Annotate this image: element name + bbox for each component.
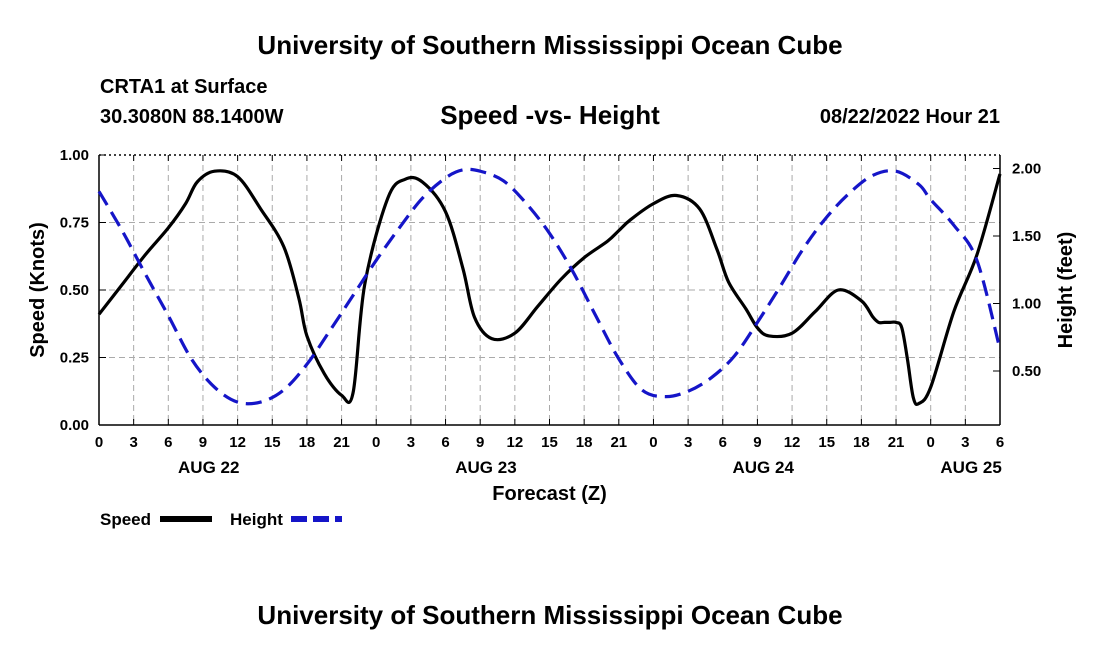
x-tick-label: 3	[407, 434, 415, 451]
x-date-label: AUG 24	[732, 458, 794, 477]
y-left-tick-label: 0.75	[60, 215, 89, 232]
x-tick-label: 0	[927, 434, 935, 451]
x-tick-label: 9	[753, 434, 761, 451]
footer-title: University of Southern Mississippi Ocean…	[257, 600, 843, 630]
x-tick-label: 12	[784, 434, 801, 451]
x-tick-label: 15	[541, 434, 558, 451]
x-tick-label: 15	[818, 434, 835, 451]
x-tick-label: 3	[961, 434, 969, 451]
x-tick-label: 0	[372, 434, 380, 451]
y-left-axis-title: Speed (Knots)	[27, 222, 49, 358]
y-left-tick-label: 0.50	[60, 282, 89, 299]
chart-subtitle: Speed -vs- Height	[440, 100, 660, 130]
x-tick-label: 9	[199, 434, 207, 451]
x-tick-label: 21	[333, 434, 350, 451]
x-tick-label: 6	[996, 434, 1004, 451]
x-tick-label: 12	[507, 434, 524, 451]
x-tick-label: 12	[229, 434, 246, 451]
x-tick-label: 21	[888, 434, 905, 451]
y-left-tick-label: 0.00	[60, 417, 89, 434]
x-date-label: AUG 25	[940, 458, 1001, 477]
x-date-label: AUG 23	[455, 458, 516, 477]
x-tick-label: 21	[610, 434, 627, 451]
x-tick-label: 3	[129, 434, 137, 451]
x-date-label: AUG 22	[178, 458, 239, 477]
x-tick-label: 0	[95, 434, 103, 451]
x-tick-label: 0	[649, 434, 657, 451]
y-right-tick-label: 1.00	[1012, 296, 1041, 313]
y-right-axis-title: Height (feet)	[1055, 232, 1077, 349]
x-tick-label: 18	[853, 434, 870, 451]
y-right-tick-label: 2.00	[1012, 161, 1041, 178]
station-coordinates: 30.3080N 88.1400W	[100, 106, 284, 128]
y-right-tick-label: 1.50	[1012, 228, 1041, 245]
series-line-height	[97, 167, 1002, 406]
y-left-tick-label: 1.00	[60, 147, 89, 164]
y-left-tick-label: 0.25	[60, 350, 89, 367]
x-tick-label: 9	[476, 434, 484, 451]
y-right-tick-label: 0.50	[1012, 363, 1041, 380]
legend-label-speed: Speed	[100, 510, 151, 529]
x-tick-label: 18	[576, 434, 593, 451]
x-tick-label: 18	[299, 434, 316, 451]
x-tick-label: 6	[441, 434, 449, 451]
main-title: University of Southern Mississippi Ocean…	[257, 30, 843, 60]
x-tick-label: 6	[164, 434, 172, 451]
x-tick-label: 3	[684, 434, 692, 451]
forecast-datetime: 08/22/2022 Hour 21	[819, 106, 1000, 128]
x-axis-title: Forecast (Z)	[492, 483, 606, 505]
x-tick-label: 15	[264, 434, 281, 451]
legend-label-height: Height	[230, 510, 283, 529]
x-tick-label: 6	[719, 434, 727, 451]
series-line-speed	[97, 169, 1002, 406]
station-name: CRTA1 at Surface	[100, 76, 268, 98]
